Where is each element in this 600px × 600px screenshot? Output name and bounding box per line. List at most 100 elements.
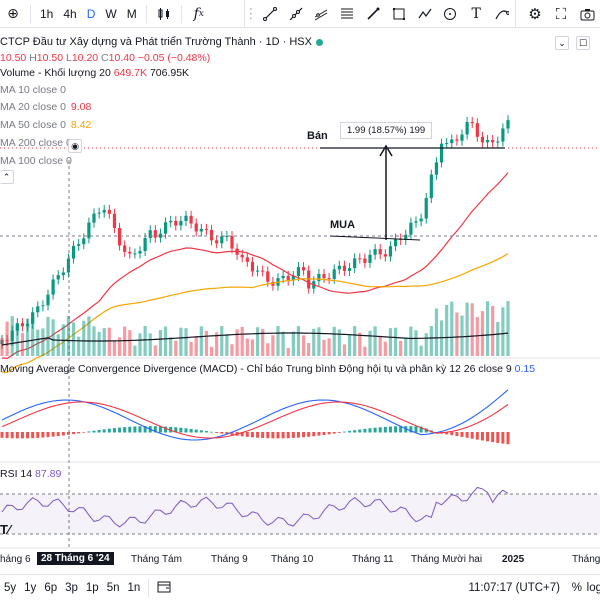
macd-histogram-bar <box>189 428 193 433</box>
range-5y[interactable]: 5y <box>4 581 17 594</box>
right-tools: ⚙ ⛶ <box>522 0 600 28</box>
volume-bar <box>112 340 117 356</box>
drag-handle-icon[interactable]: ⋮ <box>243 5 258 21</box>
buy-annotation[interactable]: MUA <box>330 219 356 231</box>
ma100-legend[interactable]: MA 100 close 0 <box>0 155 72 167</box>
macd-histogram-bar <box>286 432 290 439</box>
toolbar-separator <box>145 4 147 23</box>
timeframe-w[interactable]: W <box>105 6 117 21</box>
measure-label[interactable]: 1.99 (18.57%) 199 <box>340 122 433 139</box>
settings-gear-icon[interactable]: ⚙ <box>528 6 542 23</box>
candle-body <box>281 275 285 279</box>
range-1d[interactable]: 1n <box>127 581 141 594</box>
volume-bar <box>296 326 301 356</box>
macd-legend[interactable]: Moving Average Convergence Divergence (M… <box>0 363 535 375</box>
volume-bar <box>36 329 40 356</box>
range-1m[interactable]: 1p <box>85 581 99 594</box>
chart-canvas[interactable] <box>0 28 600 574</box>
volume-bar <box>31 317 35 356</box>
trend-line-icon[interactable] <box>258 0 282 28</box>
volume-bar <box>107 327 111 356</box>
range-1y[interactable]: 1y <box>24 581 37 594</box>
ma20-label: MA 20 close 0 <box>0 101 66 113</box>
volume-bar <box>15 325 19 356</box>
candle-body <box>250 261 255 272</box>
change-value: −0.05 (−0.48%) <box>137 52 211 64</box>
ray-line-icon[interactable] <box>284 0 308 28</box>
macd-histogram-bar <box>296 432 300 438</box>
macd-histogram-bar <box>506 432 510 445</box>
candle-body <box>240 254 244 258</box>
percent-toggle[interactable]: % <box>571 581 582 594</box>
candle-body <box>97 212 101 214</box>
volume-bar <box>337 329 341 356</box>
macd-histogram-bar <box>240 432 244 437</box>
macd-histogram-bar <box>486 432 490 442</box>
candle-body <box>138 251 142 254</box>
macd-histogram-bar <box>404 426 408 433</box>
ma100-label: MA 100 close 0 <box>0 155 72 167</box>
volume-bar <box>506 301 510 356</box>
low-label: L <box>66 52 72 64</box>
fib-retracement-icon[interactable] <box>335 0 359 28</box>
macd-histogram-bar <box>307 432 311 437</box>
candle-body <box>102 209 106 213</box>
candle-body <box>266 271 270 282</box>
candle-body <box>66 258 71 273</box>
timeframe-4h[interactable]: 4h <box>63 6 77 21</box>
rectangle-icon[interactable] <box>387 0 411 28</box>
ma20-legend[interactable]: MA 20 close 0 9.08 <box>0 101 91 113</box>
macd-histogram-bar <box>82 432 86 433</box>
volume-bar <box>209 346 214 356</box>
candle-body <box>409 222 413 235</box>
ma50-legend[interactable]: MA 50 close 0 8.42 <box>0 119 91 131</box>
camera-icon[interactable] <box>574 0 600 28</box>
macd-histogram-bar <box>480 432 484 441</box>
macd-histogram-bar <box>153 426 157 433</box>
pane-maximize-icon[interactable]: ☐ <box>576 36 590 50</box>
ma200-legend[interactable]: MA 200 close 0 <box>0 137 72 149</box>
log-toggle[interactable]: log <box>586 581 600 594</box>
volume-bar <box>358 332 362 356</box>
add-symbol-icon[interactable]: ⊕ <box>7 5 19 21</box>
hide-indicator-icon[interactable]: ◉ <box>68 139 82 153</box>
rsi-legend[interactable]: RSI 14 87.89 <box>0 468 61 480</box>
volume-bar <box>501 307 505 356</box>
range-3m[interactable]: 3p <box>65 581 78 594</box>
curve-icon[interactable] <box>490 0 514 28</box>
volume-bar <box>424 333 428 356</box>
path-icon[interactable] <box>413 0 437 28</box>
close-value: 10.40 <box>108 52 135 64</box>
pane-down-icon[interactable]: ⌄ <box>555 36 569 50</box>
candle-body <box>353 258 357 269</box>
volume-legend[interactable]: Volume - Khối lượng 20 649.7K 706.95K <box>0 67 189 79</box>
candle-type-icon[interactable] <box>151 0 177 28</box>
ellipse-icon[interactable] <box>438 0 462 28</box>
macd-histogram-bar <box>276 432 280 439</box>
range-5d[interactable]: 5n <box>106 581 120 594</box>
macd-histogram-bar <box>409 426 413 433</box>
volume-bar <box>143 326 147 356</box>
range-6m[interactable]: 6p <box>44 581 58 594</box>
candle-body <box>383 254 387 257</box>
macd-histogram-bar <box>92 430 96 433</box>
brush-icon[interactable] <box>361 0 385 28</box>
timeframe-d[interactable]: D <box>86 6 96 21</box>
volume-bar <box>255 327 260 356</box>
macd-histogram-bar <box>373 427 377 433</box>
volume-bar <box>485 301 490 356</box>
macd-histogram-bar <box>312 432 316 437</box>
clock-time[interactable]: 11:07:17 (UTC+7) <box>468 581 560 594</box>
ma10-legend[interactable]: MA 10 close 0 <box>0 84 66 96</box>
text-icon[interactable]: T <box>471 5 481 22</box>
fullscreen-icon[interactable]: ⛶ <box>555 5 567 23</box>
parallel-channel-icon[interactable] <box>309 0 333 28</box>
date-range-icon[interactable] <box>153 580 175 596</box>
timeframe-m[interactable]: M <box>126 6 137 21</box>
candle-body <box>158 233 163 238</box>
sell-annotation[interactable]: Bán <box>307 130 328 142</box>
collapse-legend-icon[interactable]: ⌃ <box>0 170 14 184</box>
candle-body <box>174 220 178 226</box>
timeframe-1h[interactable]: 1h <box>40 6 54 21</box>
